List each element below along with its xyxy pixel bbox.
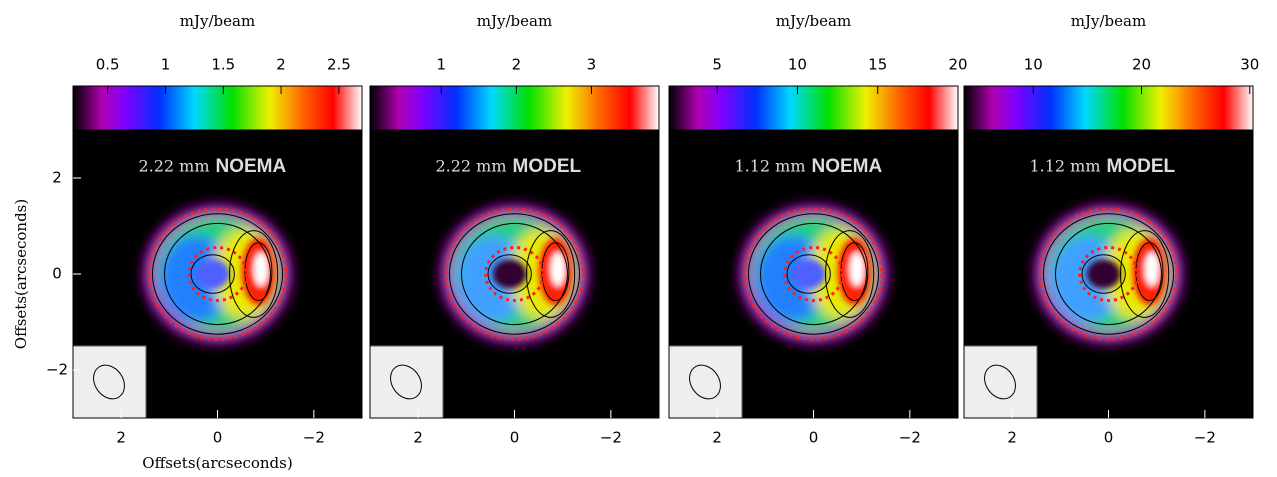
wavelength-label: 2.22 mm [435, 157, 506, 176]
x-tick-label: 0 [1104, 429, 1114, 447]
colorbar-tick-label: 1.5 [211, 56, 235, 74]
colorbar-tick-label: 1 [161, 56, 171, 74]
beam [984, 364, 1016, 400]
x-tick-label: 2 [1007, 429, 1017, 447]
colorbar-tick-label: 2.5 [327, 56, 351, 74]
contour [151, 213, 284, 335]
x-tick-label: 0 [809, 429, 819, 447]
wavelength-label: 2.22 mm [138, 157, 209, 176]
contour [487, 254, 532, 294]
cavity [791, 259, 826, 289]
colorbar-tick-label: 2 [512, 56, 522, 74]
colorbar-tick-label: 1 [437, 56, 447, 74]
colorbar-label: mJy/beam [1071, 12, 1146, 30]
x-axis-label: Offsets(arcseconds) [142, 454, 292, 472]
x-tick-label: 2 [413, 429, 423, 447]
blue-side [159, 235, 232, 323]
contour [1042, 213, 1175, 335]
colorbar-label: mJy/beam [180, 12, 255, 30]
contour [1120, 230, 1170, 318]
wavelength-label: 1.12 mm [734, 157, 805, 176]
y-tick-label: −2 [46, 361, 68, 379]
colorbar-tick-label: 3 [587, 56, 597, 74]
beam-box [72, 345, 147, 419]
contour [786, 254, 831, 294]
y-tick-label: 2 [52, 169, 62, 187]
contour [229, 230, 279, 318]
model-ring [743, 207, 884, 341]
instrument-label: NOEMA [216, 156, 287, 177]
blue-side [456, 235, 529, 323]
beam-box [668, 345, 743, 419]
x-tick-label: 2 [116, 429, 126, 447]
colorbar [72, 85, 363, 131]
contour [461, 222, 568, 326]
peak [849, 252, 865, 287]
contour [190, 254, 235, 294]
colorbar-label: mJy/beam [776, 12, 851, 30]
model-ring [1078, 246, 1139, 302]
colorbar-tick-label: 20 [1132, 56, 1151, 74]
beam [689, 364, 721, 400]
instrument-label: NOEMA [812, 156, 883, 177]
colorbar-tick-label: 15 [868, 56, 887, 74]
model-ring [783, 246, 844, 302]
peak [253, 252, 269, 287]
y-axis-label: Offsets(arcseconds) [12, 199, 30, 349]
colorbar-tick-label: 10 [788, 56, 807, 74]
colorbar [963, 85, 1254, 131]
peak [550, 252, 566, 287]
x-tick-label: −2 [1194, 429, 1216, 447]
colorbar-tick-label: 20 [948, 56, 967, 74]
model-ring [147, 207, 288, 341]
colorbar-tick-label: 30 [1240, 56, 1259, 74]
cavity [492, 259, 527, 289]
colorbar [369, 85, 660, 131]
model-ring [444, 207, 585, 341]
peak [1144, 252, 1160, 287]
y-tick-label: 0 [52, 265, 62, 283]
colorbar-tick-label: 10 [1024, 56, 1043, 74]
beam-box [369, 345, 444, 419]
x-tick-label: −2 [899, 429, 921, 447]
x-tick-label: 2 [712, 429, 722, 447]
beam-box [963, 345, 1038, 419]
disk [439, 204, 590, 344]
beam [93, 364, 125, 400]
colorbar [668, 85, 959, 131]
colorbar-tick-label: 5 [712, 56, 722, 74]
contour [760, 222, 867, 326]
contour [448, 213, 581, 335]
contour [1055, 222, 1162, 326]
contour [747, 213, 880, 335]
disk [142, 204, 293, 344]
colorbar-tick-label: 2 [276, 56, 286, 74]
colorbar-label: mJy/beam [477, 12, 552, 30]
blue-side [1050, 235, 1123, 323]
cavity [195, 259, 230, 289]
instrument-label: MODEL [1107, 156, 1176, 177]
wavelength-label: 1.12 mm [1029, 157, 1100, 176]
x-tick-label: −2 [303, 429, 325, 447]
model-ring [484, 246, 545, 302]
contour [1081, 254, 1126, 294]
colorbar-tick-label: 0.5 [96, 56, 120, 74]
x-tick-label: 0 [510, 429, 520, 447]
disk [738, 204, 889, 344]
contour [526, 230, 576, 318]
cavity [1086, 259, 1121, 289]
model-ring [187, 246, 248, 302]
beam [390, 364, 422, 400]
x-tick-label: 0 [213, 429, 223, 447]
contour [825, 230, 875, 318]
instrument-label: MODEL [513, 156, 582, 177]
disk [1033, 204, 1184, 344]
blue-side [755, 235, 828, 323]
x-tick-label: −2 [600, 429, 622, 447]
contour [164, 222, 271, 326]
